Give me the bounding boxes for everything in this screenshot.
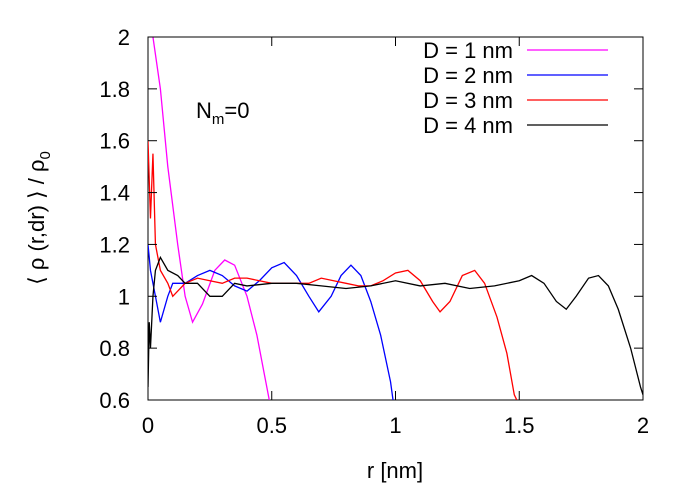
series-line xyxy=(148,140,518,400)
series-line xyxy=(148,255,643,396)
annotation-main: N xyxy=(196,98,212,123)
plot-lines xyxy=(148,37,643,400)
series-line xyxy=(148,244,394,400)
y-tick-label: 1.6 xyxy=(99,129,130,154)
plot-frame xyxy=(147,36,644,401)
legend-label: D = 3 nm xyxy=(423,88,513,113)
annotation: Nm=0 xyxy=(196,98,249,128)
x-tick-label: 1.5 xyxy=(504,413,535,438)
y-tick-label: 1.4 xyxy=(99,181,130,206)
y-tick-label: 1.2 xyxy=(99,232,130,257)
x-tick-label: 0.5 xyxy=(256,413,287,438)
y-tick-label: 0.8 xyxy=(99,336,130,361)
annotation-rest: =0 xyxy=(224,98,249,123)
y-axis-label: ⟨ ρ (r,dr) ⟩ / ρ0 xyxy=(24,151,54,285)
legend-label: D = 4 nm xyxy=(423,113,513,138)
annotation-sub: m xyxy=(212,111,225,128)
y-tick-label: 1 xyxy=(118,284,130,309)
legend-label: D = 1 nm xyxy=(423,38,513,63)
y-axis-label-main: ⟨ ρ (r,dr) ⟩ / ρ xyxy=(24,160,49,285)
x-tick-label: 2 xyxy=(637,413,649,438)
y-tick-label: 1.8 xyxy=(99,77,130,102)
y-tick-label: 0.6 xyxy=(99,388,130,413)
x-tick-label: 0 xyxy=(142,413,154,438)
legend-label: D = 2 nm xyxy=(423,63,513,88)
series-line xyxy=(152,37,270,400)
x-tick-label: 1 xyxy=(389,413,401,438)
y-axis-label-sub: 0 xyxy=(37,151,54,159)
y-tick-label: 2 xyxy=(118,25,130,50)
x-axis-label: r [nm] xyxy=(367,458,423,483)
